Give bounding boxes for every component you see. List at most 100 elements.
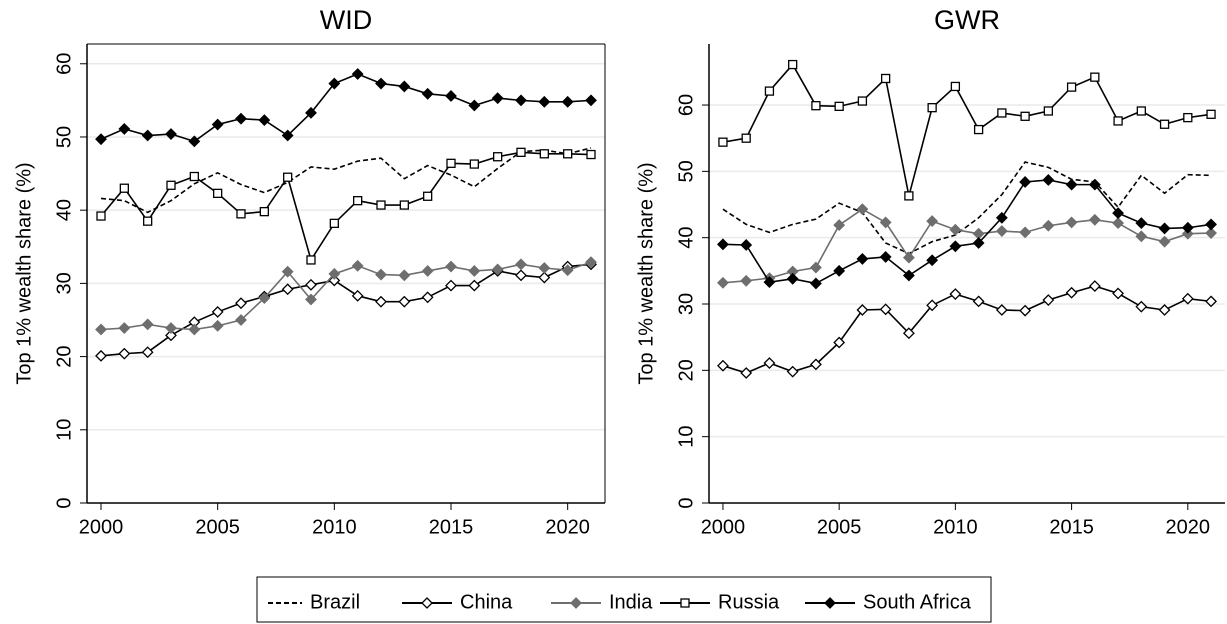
marker — [491, 92, 504, 105]
marker — [717, 359, 729, 372]
marker — [141, 346, 154, 359]
marker — [446, 158, 456, 168]
marker — [1159, 119, 1170, 129]
x-tick-label: 2020 — [1166, 516, 1211, 538]
marker — [235, 297, 247, 310]
marker — [1181, 221, 1194, 234]
marker — [141, 129, 154, 142]
marker — [283, 172, 293, 182]
marker — [586, 149, 596, 160]
marker — [95, 349, 107, 362]
marker — [1158, 222, 1171, 235]
marker — [834, 101, 844, 111]
marker — [468, 99, 481, 112]
marker — [398, 269, 411, 282]
marker — [1019, 304, 1032, 317]
marker — [376, 200, 386, 210]
marker — [353, 196, 363, 206]
marker — [259, 206, 269, 217]
marker — [563, 149, 573, 159]
marker — [118, 322, 131, 334]
marker — [561, 264, 574, 277]
marker — [351, 289, 364, 302]
marker — [445, 260, 457, 273]
marker — [585, 256, 597, 269]
marker — [1181, 292, 1194, 305]
series-line — [100, 263, 592, 357]
marker — [857, 96, 868, 106]
marker — [305, 293, 317, 306]
marker — [856, 252, 869, 265]
marker — [375, 295, 387, 308]
marker — [1043, 106, 1054, 116]
marker — [904, 191, 914, 201]
marker — [1136, 106, 1146, 116]
marker — [143, 216, 153, 226]
marker — [258, 114, 271, 127]
marker — [950, 81, 961, 92]
marker — [585, 94, 597, 107]
marker — [188, 323, 201, 336]
marker — [445, 90, 457, 102]
marker — [235, 314, 247, 326]
y-tick-label: 30 — [53, 272, 75, 294]
marker — [741, 133, 751, 143]
legend-box — [256, 576, 992, 623]
marker — [165, 128, 177, 140]
marker — [258, 292, 271, 304]
marker — [1065, 216, 1078, 229]
marker — [1090, 72, 1100, 82]
marker — [306, 255, 316, 265]
x-tick-label: 2010 — [933, 516, 978, 538]
marker — [281, 265, 294, 278]
marker — [445, 279, 457, 292]
y-axis-label: Top 1% wealth share (%) — [13, 162, 35, 384]
marker — [788, 59, 798, 70]
marker — [213, 188, 223, 198]
marker — [211, 306, 224, 318]
marker — [763, 357, 776, 369]
marker — [1019, 176, 1032, 188]
marker — [469, 159, 479, 169]
y-tick-label: 50 — [675, 160, 697, 182]
marker — [880, 73, 891, 84]
marker — [740, 367, 753, 379]
marker — [468, 279, 481, 292]
marker — [763, 276, 776, 289]
marker — [902, 269, 915, 282]
marker — [561, 95, 574, 108]
y-tick-label: 60 — [675, 94, 697, 116]
marker — [949, 223, 962, 236]
marker — [740, 239, 753, 251]
marker — [879, 303, 892, 316]
y-axis-label: Top 1% wealth share (%) — [635, 162, 657, 384]
y-tick-label: 10 — [675, 426, 697, 448]
marker — [1112, 287, 1125, 300]
marker — [1020, 111, 1030, 121]
marker — [1065, 178, 1078, 191]
marker — [515, 269, 527, 282]
marker — [972, 295, 985, 308]
legend-label: India — [609, 591, 653, 613]
marker — [539, 149, 549, 159]
marker — [786, 272, 799, 285]
panel-title: GWR — [934, 5, 1000, 35]
marker — [328, 77, 341, 90]
marker — [538, 262, 551, 274]
y-tick-label: 10 — [53, 419, 75, 441]
marker — [165, 329, 177, 342]
marker — [421, 291, 434, 304]
y-tick-label: 30 — [675, 293, 697, 315]
y-tick-label: 60 — [53, 53, 75, 75]
panel-title: WID — [320, 5, 372, 35]
marker — [1066, 82, 1077, 92]
marker — [421, 265, 434, 277]
legend-label: China — [460, 591, 513, 613]
marker — [351, 259, 364, 272]
marker — [879, 216, 892, 229]
marker — [718, 137, 728, 147]
marker — [538, 95, 551, 108]
legend-marker — [680, 598, 690, 608]
marker — [811, 101, 821, 111]
